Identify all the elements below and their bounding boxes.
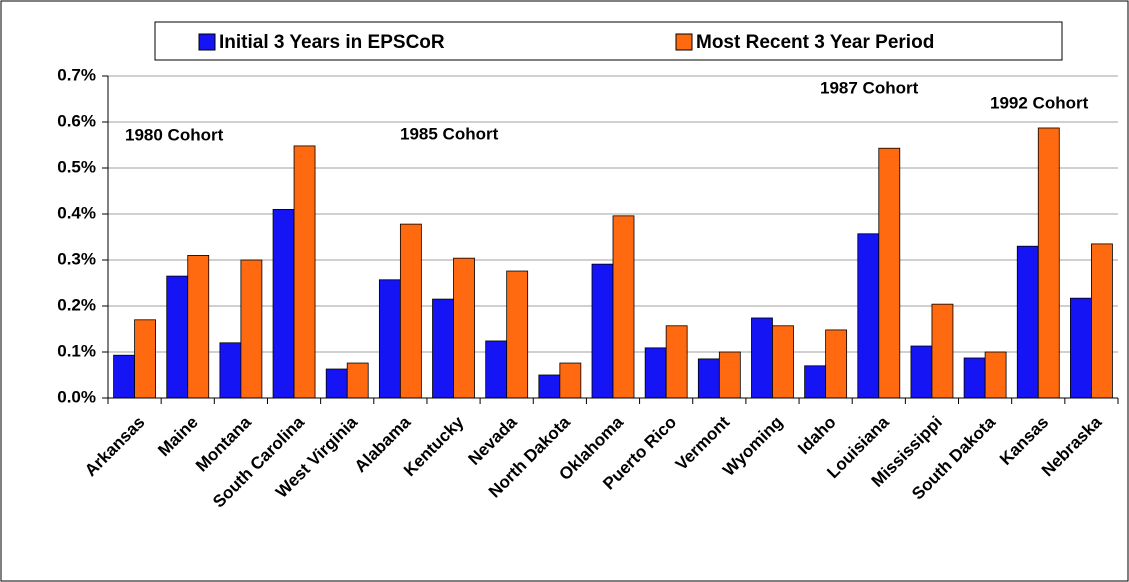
annotation: 1985 Cohort [400, 124, 499, 143]
bar [399, 223, 422, 399]
bar [878, 147, 901, 399]
bar [240, 259, 263, 399]
bar [559, 362, 582, 399]
legend-swatch [675, 33, 693, 51]
bar [272, 208, 295, 399]
y-tick-label: 0.1% [57, 341, 96, 360]
bar [485, 340, 508, 399]
bar [772, 325, 794, 399]
bar [453, 257, 475, 399]
bar [718, 351, 741, 399]
bar [612, 215, 635, 399]
bar [665, 325, 688, 399]
y-tick-label: 0.4% [57, 203, 96, 222]
legend-label: Initial 3 Years in EPSCoR [219, 32, 445, 53]
bar [1070, 297, 1092, 399]
bar [644, 347, 667, 399]
bar [293, 145, 316, 399]
bar [166, 275, 189, 399]
bar [1016, 245, 1039, 399]
bar [984, 351, 1007, 399]
bar [432, 298, 454, 399]
bar [857, 233, 880, 399]
bar [506, 270, 529, 399]
bar [804, 365, 827, 399]
annotation: 1980 Cohort [125, 125, 224, 144]
annotation: 1987 Cohort [820, 78, 919, 97]
bar [751, 317, 773, 399]
bar [346, 362, 369, 399]
y-tick-label: 0.5% [57, 157, 96, 176]
bar [134, 319, 156, 399]
bar [1037, 127, 1060, 399]
bar [325, 368, 348, 399]
bar [963, 357, 986, 399]
bar [187, 254, 210, 399]
y-tick-label: 0.0% [57, 387, 96, 406]
legend-swatch [198, 33, 216, 51]
bar [591, 263, 614, 399]
y-tick-label: 0.7% [57, 65, 96, 84]
bar [825, 329, 848, 399]
bar [538, 374, 561, 399]
legend-box [154, 21, 1063, 61]
bar [697, 358, 720, 399]
y-tick-label: 0.2% [57, 295, 96, 314]
bar [910, 345, 933, 399]
bar [1091, 243, 1113, 399]
legend-label: Most Recent 3 Year Period [696, 32, 934, 53]
y-tick-label: 0.3% [57, 249, 96, 268]
bar [113, 354, 135, 399]
bar [931, 303, 954, 399]
annotation: 1992 Cohort [990, 93, 1089, 112]
bar [219, 342, 242, 399]
bar [378, 279, 401, 399]
y-tick-label: 0.6% [57, 111, 96, 130]
